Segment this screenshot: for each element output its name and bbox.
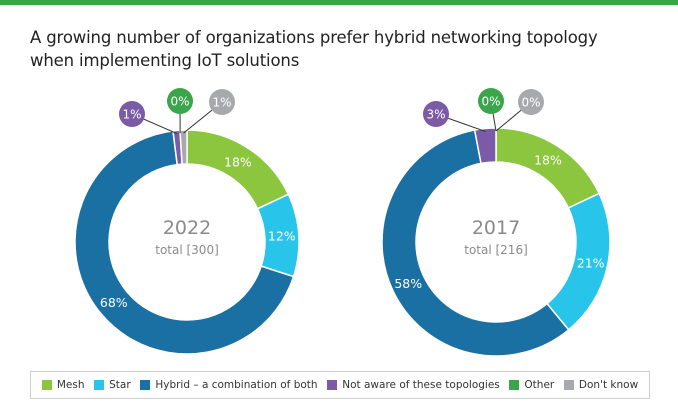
label-bubble-other — [167, 88, 193, 114]
data-label-star: 21% — [577, 256, 605, 271]
legend-swatch-not-aware — [327, 380, 338, 390]
data-label-not-aware: 1% — [122, 108, 141, 122]
data-label-other: 0% — [481, 95, 500, 109]
chart-legend: Mesh Star Hybrid – a combination of both… — [30, 371, 650, 399]
data-label-hybrid: 58% — [394, 276, 422, 291]
data-label-hybrid: 68% — [100, 295, 128, 310]
data-label-star: 12% — [268, 229, 296, 244]
legend-swatch-dont-know — [563, 380, 574, 390]
legend-item-not-aware: Not aware of these topologies — [327, 379, 500, 391]
data-label-mesh: 18% — [224, 154, 252, 169]
legend-swatch-hybrid — [140, 380, 151, 390]
slice-hybrid — [381, 129, 570, 357]
legend-label-not-aware: Not aware of these topologies — [342, 379, 500, 391]
label-bubble-dont-know — [209, 89, 235, 115]
data-label-dont-know: 1% — [212, 96, 231, 110]
data-label-dont-know: 0% — [521, 96, 540, 110]
legend-label-dont-know: Don't know — [578, 379, 639, 391]
slice-dont-know — [179, 129, 188, 165]
data-label-mesh: 18% — [534, 153, 562, 168]
legend-label-hybrid: Hybrid – a combination of both — [155, 379, 318, 391]
legend-label-mesh: Mesh — [56, 379, 85, 391]
legend-label-star: Star — [109, 379, 131, 391]
label-bubble-other — [478, 88, 504, 114]
data-label-other: 0% — [170, 95, 189, 109]
slice-hybrid — [74, 130, 295, 355]
legend-item-hybrid: Hybrid – a combination of both — [140, 379, 318, 391]
data-label-not-aware: 3% — [426, 108, 445, 122]
label-bubble-not-aware — [423, 101, 449, 127]
chart-title: A growing number of organizations prefer… — [30, 26, 650, 72]
slice-mesh — [186, 129, 290, 210]
chart-title-line-1: A growing number of organizations prefer… — [30, 28, 598, 47]
legend-item-mesh: Mesh — [41, 379, 85, 391]
donut-chart-2022: 18% 12% 68% 1% 0% 1% 2022 total [300] — [74, 88, 300, 355]
center-total: total [216] — [464, 243, 528, 257]
legend-item-dont-know: Don't know — [563, 379, 639, 391]
legend-swatch-mesh — [41, 380, 52, 390]
donut-chart-2017: 18% 21% 58% 3% 0% 0% 2017 total [216] — [381, 88, 611, 357]
slice-mesh — [495, 127, 601, 209]
slice-not-aware — [473, 127, 497, 165]
chart-title-line-2: when implementing IoT solutions — [30, 51, 300, 70]
legend-swatch-other — [509, 380, 520, 390]
center-year: 2017 — [472, 217, 520, 239]
center-year: 2022 — [163, 217, 211, 239]
legend-item-other: Other — [509, 379, 554, 391]
center-total: total [300] — [155, 243, 219, 257]
top-accent-bar — [0, 0, 678, 5]
legend-item-star: Star — [94, 379, 131, 391]
legend-swatch-star — [94, 380, 105, 390]
label-bubble-dont-know — [518, 89, 544, 115]
label-bubble-not-aware — [119, 101, 145, 127]
legend-label-other: Other — [524, 379, 555, 391]
